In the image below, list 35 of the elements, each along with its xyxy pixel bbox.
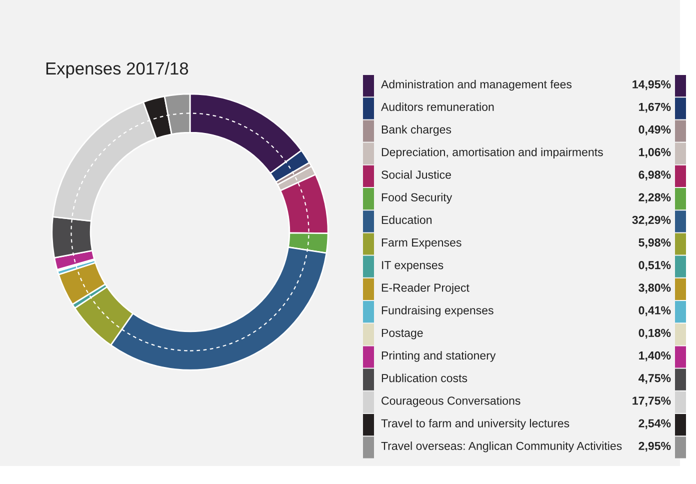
legend-label: Administration and management fees — [381, 80, 572, 91]
data-label: 1,06% — [639, 148, 671, 158]
legend-label: Courageous Conversations — [382, 396, 520, 408]
legend-label: Food Security — [382, 192, 452, 204]
data-label: 6,98% — [638, 170, 671, 180]
legend-label: Social Justice — [382, 170, 451, 179]
data-label: 0,49% — [638, 125, 671, 136]
data-label: 32,29% — [632, 216, 671, 226]
legend-label: Depreciation, amortisation and impairments — [382, 148, 603, 158]
chart-title: Expenses 2017/18 — [46, 62, 188, 78]
data-label: 3,80% — [638, 284, 671, 294]
legend-label: Printing and stationery — [382, 351, 496, 362]
data-label: 1,40% — [639, 351, 671, 362]
data-label: 5,98% — [638, 238, 671, 248]
data-label: 0,51% — [638, 261, 671, 271]
data-label: 0,41% — [638, 306, 671, 316]
data-label: 2,54% — [638, 419, 671, 430]
data-label: 0,18% — [638, 328, 671, 339]
legend-label: Travel to farm and university lectures — [381, 418, 570, 430]
legend-label: Travel overseas: Anglican Community Activities — [381, 442, 622, 452]
data-label: 17,75% — [632, 396, 671, 406]
data-label: 2,28% — [638, 193, 671, 204]
data-label: 14,95% — [632, 80, 671, 90]
data-label: 4,75% — [638, 374, 671, 384]
data-label: 2,95% — [638, 442, 671, 452]
legend-label: Bank charges — [382, 125, 452, 136]
legend-label: Auditors remuneration — [381, 102, 494, 111]
legend-label: Farm Expenses — [382, 238, 462, 249]
legend-label: IT expenses — [382, 261, 444, 272]
legend-label: Publication costs — [382, 374, 468, 382]
legend-label: E-Reader Project — [382, 283, 470, 294]
legend-label: Fundraising expenses — [382, 306, 494, 317]
legend-label: Education — [382, 216, 432, 224]
data-label: 1,67% — [639, 102, 671, 113]
legend-label: Postage — [382, 328, 423, 340]
